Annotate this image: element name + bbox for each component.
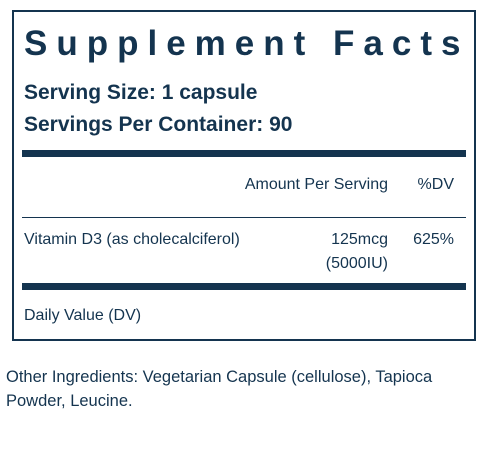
thin-divider (22, 217, 466, 218)
nutrient-dv: 625% (413, 231, 454, 248)
supplement-facts-panel: Supplement Facts Serving Size: 1 capsule… (12, 10, 476, 341)
nutrient-amount-iu: (5000IU) (325, 255, 388, 272)
column-header-dv: %DV (417, 176, 454, 193)
nutrient-amount-mcg: 125mcg (331, 231, 388, 248)
column-header-amount: Amount Per Serving (244, 176, 388, 193)
daily-value-footnote: Daily Value (DV) (24, 307, 142, 324)
nutrient-amount: 125mcg (5000IU) (326, 232, 388, 272)
thick-divider-bottom (22, 283, 466, 290)
serving-size: Serving Size: 1 capsule (24, 81, 258, 104)
nutrient-name: Vitamin D3 (as cholecalciferol) (24, 231, 240, 248)
thick-divider-top (22, 150, 466, 157)
servings-per-container: Servings Per Container: 90 (24, 113, 293, 136)
panel-title: Supplement Facts (24, 24, 470, 63)
other-ingredients: Other Ingredients: Vegetarian Capsule (c… (6, 368, 433, 410)
